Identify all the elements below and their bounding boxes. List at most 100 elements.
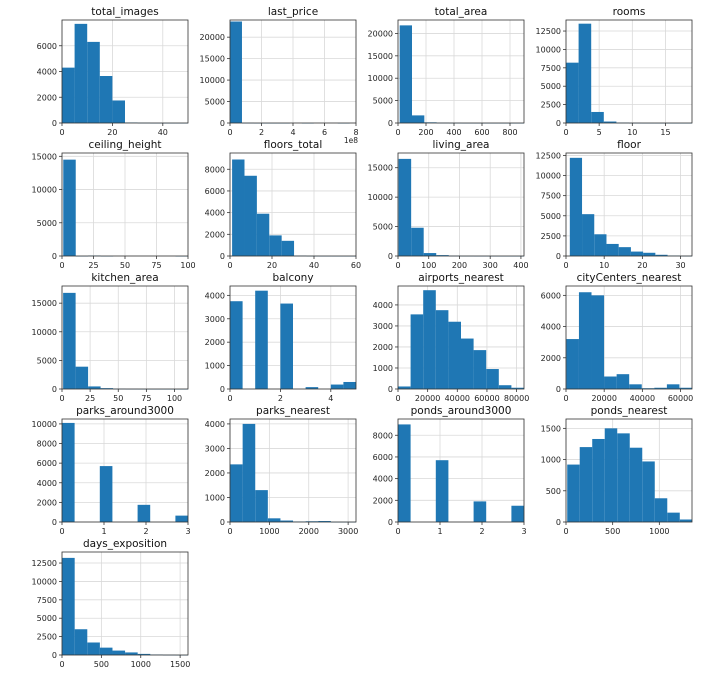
y-tick-label: 10000 (32, 186, 57, 195)
x-tick-label: 600 (474, 128, 489, 137)
x-tick-label: 2000 (299, 527, 319, 536)
axes-frame (397, 19, 525, 124)
histogram-bar (281, 240, 295, 256)
y-tick-label: 15000 (368, 52, 393, 61)
y-tick-label: 5000 (37, 614, 57, 623)
axes-frame (397, 152, 525, 257)
histogram-panel-days-exposition: days_exposition 0 500 1000 1500 0 2500 5000 7500… (32, 538, 191, 669)
x-tick-label: 500 (94, 660, 109, 669)
panel-title: cityCenters_nearest (577, 272, 682, 284)
y-tick-label: 8000 (37, 440, 57, 449)
histogram-bar (175, 515, 188, 522)
histogram-bar (230, 21, 242, 123)
x-tick-label: 50 (113, 394, 123, 403)
histogram-bar (255, 490, 268, 522)
y-tick-label: 6000 (373, 453, 393, 462)
histogram-bar (125, 652, 138, 655)
histogram-bar (578, 292, 592, 389)
y-tick-label: 15000 (368, 164, 393, 173)
x-tick-label: 20000 (591, 394, 616, 403)
histogram-bar (399, 25, 412, 123)
panel-title: kitchen_area (91, 272, 158, 284)
x-tick-label: 75 (151, 261, 161, 270)
panel-title: living_area (433, 139, 490, 151)
x-tick-label: 200 (452, 261, 467, 270)
y-tick-label: 2500 (541, 101, 561, 110)
y-tick-label: 4000 (205, 209, 225, 218)
x-tick-label: 0 (563, 527, 568, 536)
histogram-bar (630, 251, 644, 256)
y-tick-label: 4000 (541, 323, 561, 332)
y-tick-label: 15000 (32, 299, 57, 308)
axes-frame (61, 551, 189, 656)
x-tick-label: 0 (563, 394, 568, 403)
histogram-bar (343, 381, 356, 389)
y-tick-label: 6000 (205, 187, 225, 196)
x-tick-label: 4 (290, 128, 295, 137)
x-tick-label: 100 (421, 261, 436, 270)
panel-title: total_area (435, 6, 488, 18)
y-tick-label: 10000 (200, 76, 225, 85)
axes-frame (397, 418, 525, 523)
y-tick-label: 10000 (536, 172, 561, 181)
histogram-bar (410, 314, 424, 389)
x-tick-label: 1 (437, 527, 442, 536)
y-tick-label: 5000 (205, 98, 225, 107)
histogram-panel-airports-nearest: airports_nearest 0 20000 40000 60000 80000 0 10… (373, 272, 530, 403)
x-tick-label: 10 (627, 128, 637, 137)
y-tick-label: 1000 (205, 362, 225, 371)
x-tick-label: 0 (563, 261, 568, 270)
x-tick-label: 15 (660, 128, 670, 137)
histogram-bar (486, 369, 499, 389)
x-tick-label: 75 (141, 394, 151, 403)
histogram-bar (679, 387, 692, 389)
histogram-panel-living-area: living_area 0 100 200 300 400 0 5000 10000 15000 (368, 139, 529, 270)
panel-title: ponds_around3000 (411, 405, 512, 417)
y-tick-label: 7500 (37, 596, 57, 605)
x-tick-label: 1000 (649, 527, 669, 536)
histogram-bar (594, 234, 607, 256)
histogram-bar (654, 498, 668, 522)
histogram-bar (579, 447, 593, 522)
y-tick-label: 6000 (541, 291, 561, 300)
y-tick-label: 15000 (32, 152, 57, 161)
histogram-bar (398, 424, 411, 522)
histogram-bar (230, 301, 243, 389)
x-tick-label: 800 (502, 128, 517, 137)
histogram-bar (629, 447, 643, 522)
histogram-bar (280, 520, 294, 522)
x-tick-label: 1500 (170, 660, 190, 669)
histogram-panel-citycenters-nearest: cityCenters_nearest 0 20000 40000 60000 0 2000… (541, 272, 694, 403)
y-tick-label: 5000 (37, 219, 57, 228)
histogram-bar (435, 460, 449, 522)
histogram-bar (232, 159, 245, 256)
panel-title: parks_around3000 (76, 405, 174, 417)
x-tick-label: 100 (167, 394, 182, 403)
axes-frame (61, 285, 189, 390)
histogram-bar (411, 227, 424, 256)
x-tick-label: 60 (351, 261, 361, 270)
x-tick-label: 400 (446, 128, 461, 137)
y-tick-label: 2000 (37, 498, 57, 507)
histogram-bar (137, 653, 151, 655)
y-tick-label: 10000 (32, 328, 57, 337)
panel-title: balcony (272, 272, 313, 284)
y-tick-label: 2000 (205, 469, 225, 478)
y-tick-label: 500 (546, 487, 561, 496)
histogram-panel-total-images: total_images 0 20 40 0 2000 4000 6000 (37, 6, 189, 137)
y-tick-label: 4000 (373, 301, 393, 310)
x-tick-label: 100 (180, 261, 195, 270)
axes-frame (565, 285, 693, 390)
histogram-bar (567, 464, 580, 522)
y-tick-label: 2500 (37, 633, 57, 642)
histogram-bar (230, 464, 243, 522)
histogram-bar (566, 339, 579, 389)
histogram-panel-balcony: balcony 0 2 4 0 1000 2000 3000 4000 (205, 272, 357, 403)
histogram-bar (654, 387, 667, 389)
histogram-bar (330, 384, 344, 389)
x-tick-label: 6 (322, 128, 327, 137)
histogram-bar (655, 254, 668, 256)
histogram-bar (74, 629, 88, 655)
x-tick-label: 60000 (668, 394, 693, 403)
histogram-bar (63, 159, 76, 256)
